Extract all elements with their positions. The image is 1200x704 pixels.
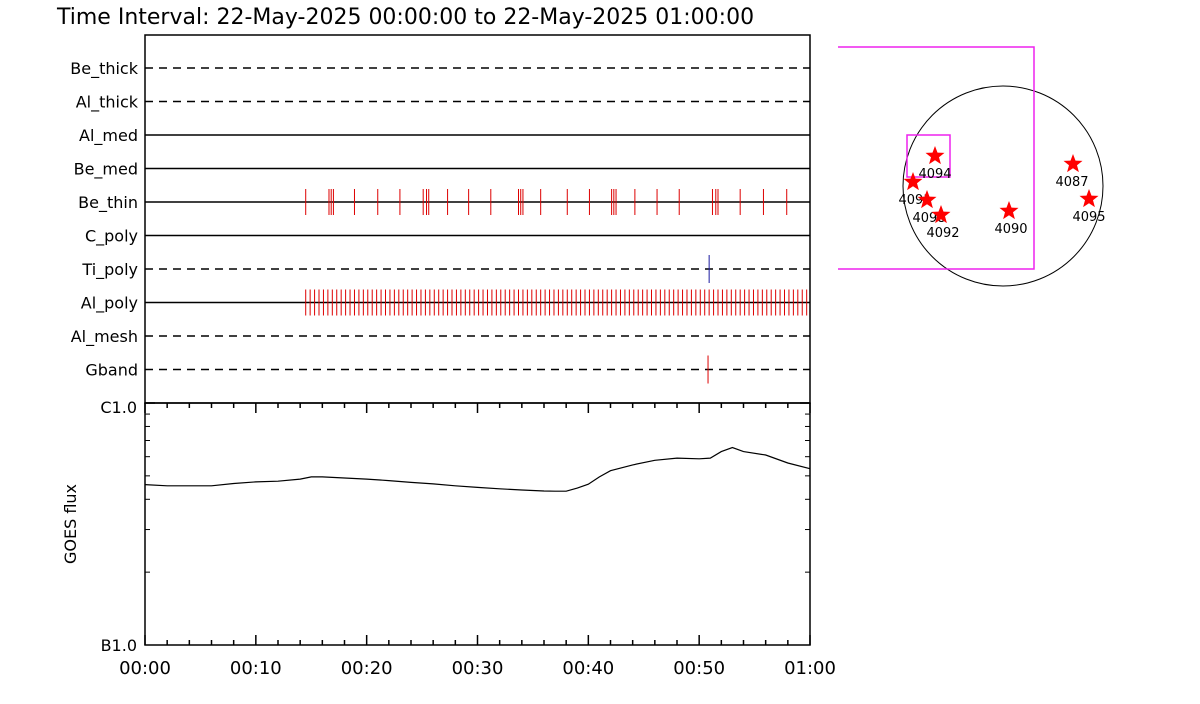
x-tick-label: 00:10 (230, 658, 282, 679)
ar-star-4094 (925, 146, 945, 165)
ar-star-4095 (1079, 189, 1099, 208)
filter-label-gband: Gband (85, 361, 138, 380)
x-tick-label: 01:00 (784, 658, 836, 679)
x-tick-label: 00:40 (562, 658, 614, 679)
timeline-frame (144, 34, 811, 404)
ar-star-4090 (999, 201, 1019, 220)
filter-label-be_thin: Be_thin (78, 193, 138, 213)
ar-label-4094: 4094 (918, 167, 951, 182)
ar-label-4090: 4090 (994, 222, 1027, 237)
ar-star-4098 (917, 190, 937, 209)
x-tick-label: 00:30 (452, 658, 504, 679)
fov-outline (838, 46, 1035, 270)
x-tick-label: 00:50 (673, 658, 725, 679)
ar-label-4092: 4092 (926, 226, 959, 241)
y-tick-label: B1.0 (101, 636, 137, 655)
goes-flux-panel: 00:00 00:10 00:20 00:30 00:40 00:50 01:00 B1.0 C… (61, 398, 836, 679)
filter-label-c_poly: C_poly (85, 227, 138, 247)
ar-label-4095: 4095 (1072, 210, 1105, 225)
filter-label-al_mesh: Al_mesh (71, 327, 138, 347)
filter-label-ti_poly: Ti_poly (81, 260, 138, 280)
y-axis-label: GOES flux (61, 484, 80, 564)
goes-frame (144, 402, 811, 646)
event-timeline-panel: Be_thick Al_thick Al_med Be_med Be_thin C_pol… (70, 34, 811, 404)
y-tick-label: C1.0 (100, 398, 137, 417)
goes-flux-line (144, 446, 811, 492)
ar-star-4087 (1063, 154, 1083, 173)
zoom-box (906, 134, 951, 178)
solar-limb (902, 85, 1104, 287)
ar-label-4087: 4087 (1055, 175, 1088, 190)
x-tick-label: 00:20 (341, 658, 393, 679)
filter-label-al_thick: Al_thick (76, 93, 139, 113)
x-tick-label: 00:00 (119, 658, 171, 679)
filter-label-al_med: Al_med (79, 126, 138, 146)
ar-star-4091 (903, 172, 923, 191)
ar-star-4092 (931, 205, 951, 224)
filter-label-be_thick: Be_thick (70, 59, 138, 79)
filter-label-be_med: Be_med (74, 160, 138, 180)
filter-label-al_poly: Al_poly (81, 294, 138, 314)
figure-title: Time Interval: 22-May-2025 00:00:00 to 2… (56, 5, 754, 30)
